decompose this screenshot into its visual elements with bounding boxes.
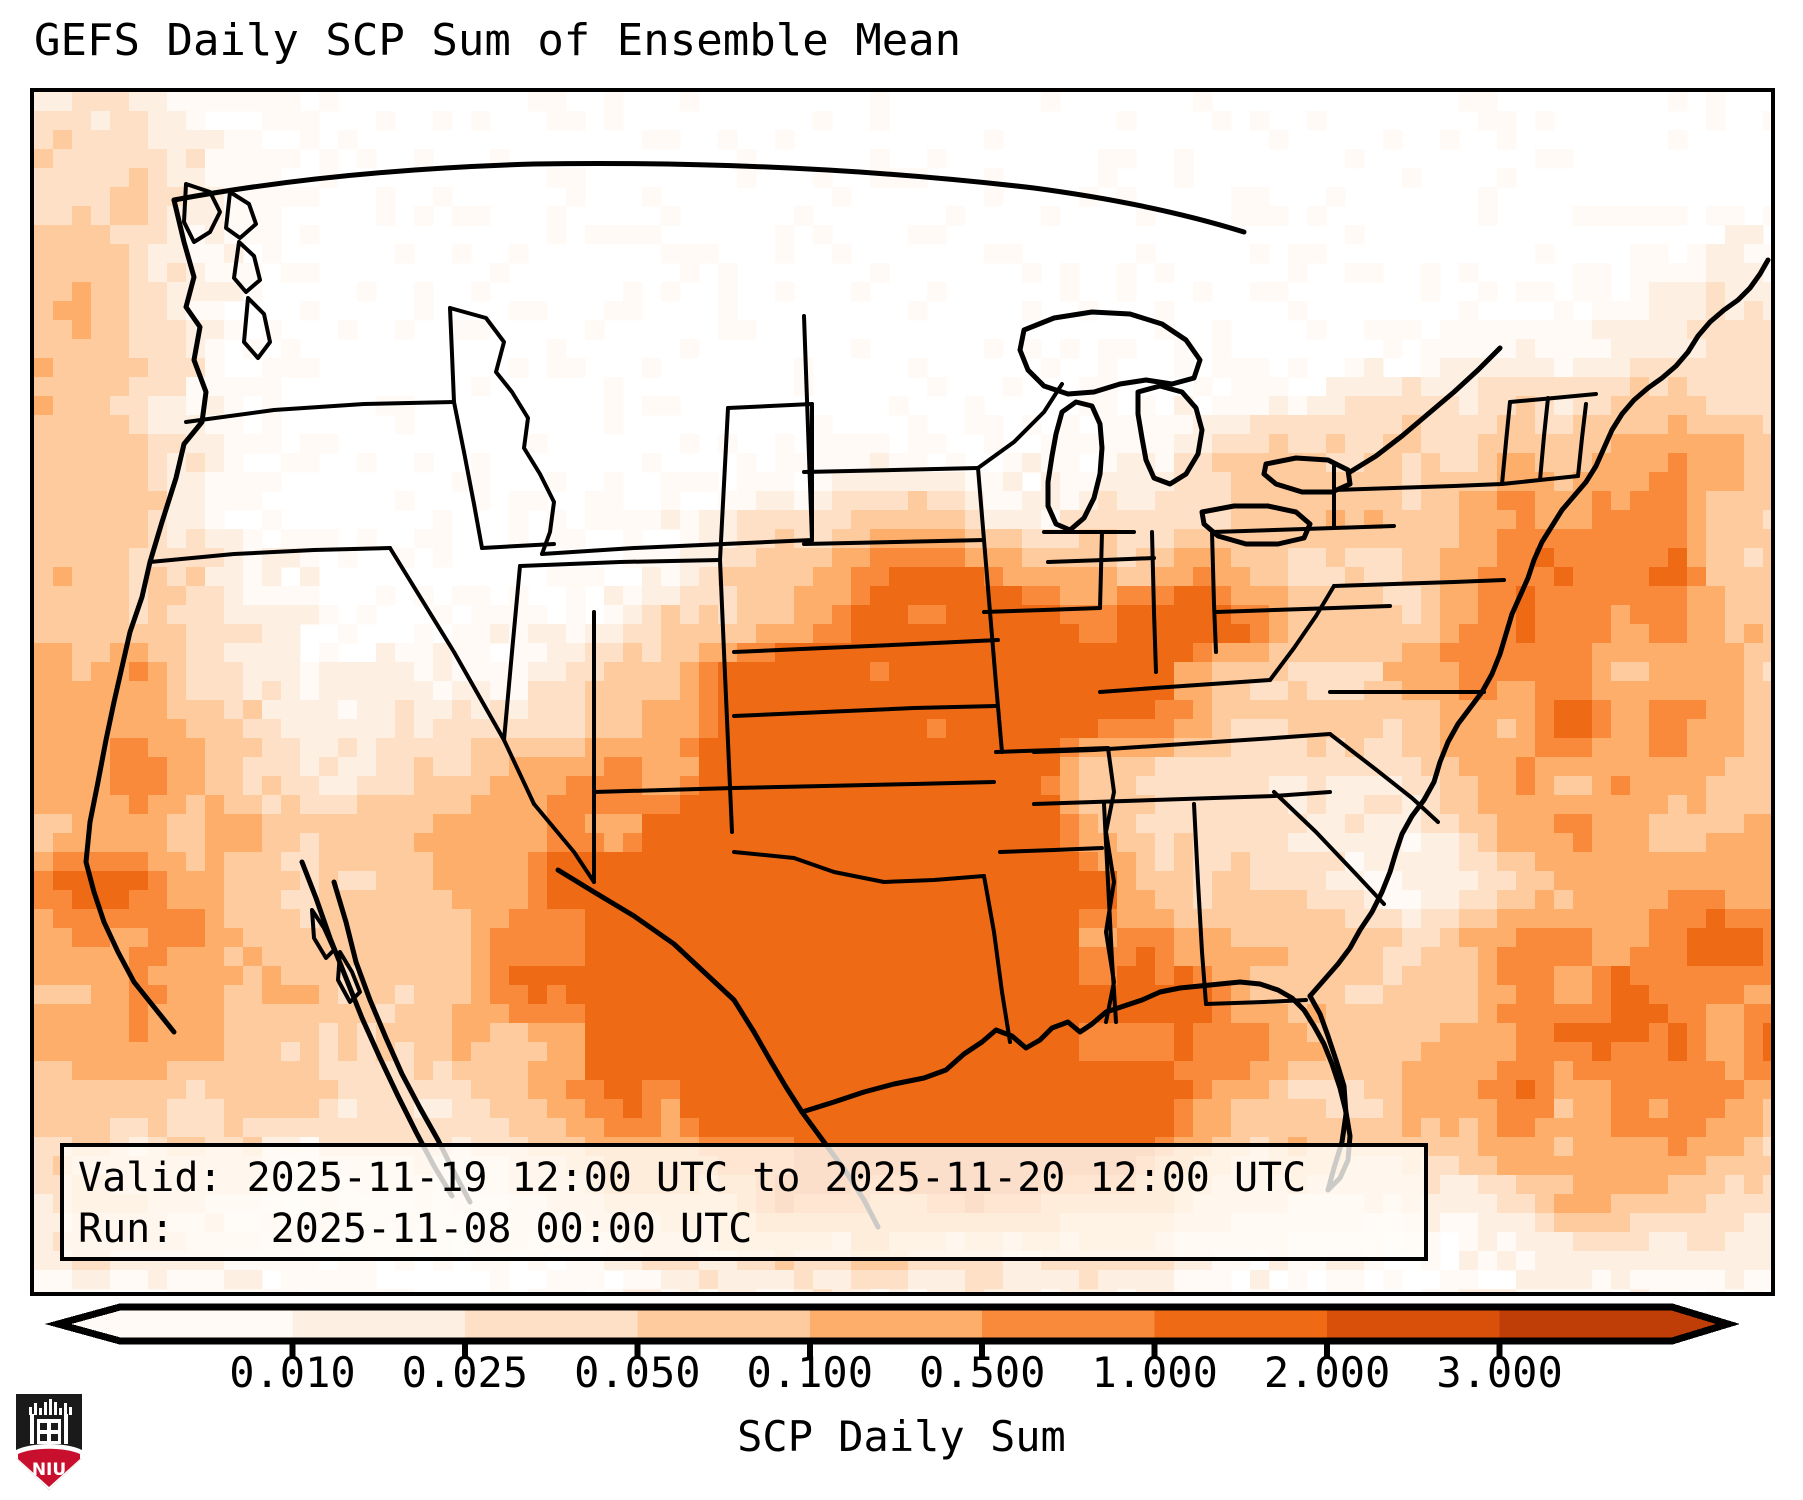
run-time-line: Run: 2025-11-08 00:00 UTC (78, 1206, 753, 1252)
info-box: Valid: 2025-11-19 12:00 UTC to 2025-11-2… (60, 1143, 1428, 1261)
colorbar-tick-7: 3.000 (1436, 1348, 1563, 1397)
page-title: GEFS Daily SCP Sum of Ensemble Mean (34, 15, 962, 66)
colorbar-tick-5: 1.000 (1091, 1348, 1218, 1397)
geographic-borders (83, 161, 1771, 1230)
valid-time-line: Valid: 2025-11-19 12:00 UTC to 2025-11-2… (78, 1155, 1307, 1201)
colorbar-tick-0: 0.010 (229, 1348, 356, 1397)
colorbar-tick-1: 0.025 (401, 1348, 529, 1397)
map-panel (30, 88, 1775, 1296)
colorbar-tick-2: 0.050 (574, 1348, 701, 1397)
colorbar-tick-labels: 0.010 0.025 0.050 0.100 0.500 1.000 2.000 3.000 (0, 1349, 1803, 1405)
colorbar-tick-3: 0.100 (746, 1348, 873, 1397)
svg-text:NIU: NIU (32, 1460, 66, 1480)
niu-logo: NIU (16, 1394, 82, 1490)
colorbar-swatches (44, 1303, 1741, 1359)
map-canvas (34, 92, 1771, 1292)
colorbar-tick-6: 2.000 (1263, 1348, 1391, 1397)
colorbar-axis-label: SCP Daily Sum (737, 1412, 1066, 1461)
colorbar-tick-4: 0.500 (919, 1348, 1046, 1397)
colorbar (0, 1297, 1803, 1367)
